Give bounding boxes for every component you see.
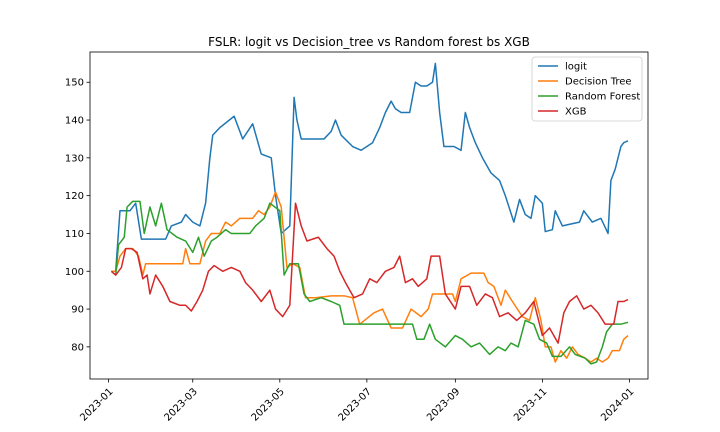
- y-tick-label: 150: [65, 78, 84, 89]
- y-tick-label: 120: [65, 191, 84, 202]
- legend-label: Random Forest: [565, 92, 640, 103]
- plot-lines: [110, 62, 629, 365]
- series-line-random-forest: [110, 200, 629, 365]
- chart-title: FSLR: logit vs Decision_tree vs Random f…: [208, 35, 530, 49]
- y-tick-label: 90: [71, 305, 84, 316]
- y-tick-label: 130: [65, 153, 84, 164]
- legend-label: XGB: [565, 107, 587, 118]
- y-tick-label: 110: [65, 229, 84, 240]
- legend: logit Decision Tree Random Forest XGB: [531, 56, 643, 122]
- legend-label: Decision Tree: [565, 77, 632, 88]
- series-line-decision-tree: [111, 191, 629, 363]
- series-line-xgb: [110, 202, 629, 344]
- legend-box: [531, 56, 643, 122]
- plot-frame: [89, 51, 649, 380]
- legend-label: logit: [565, 62, 587, 73]
- y-tick-label: 80: [71, 342, 84, 353]
- y-tick-label: 140: [65, 116, 84, 127]
- series-line-logit: [111, 62, 629, 273]
- y-tick-label: 100: [65, 267, 84, 278]
